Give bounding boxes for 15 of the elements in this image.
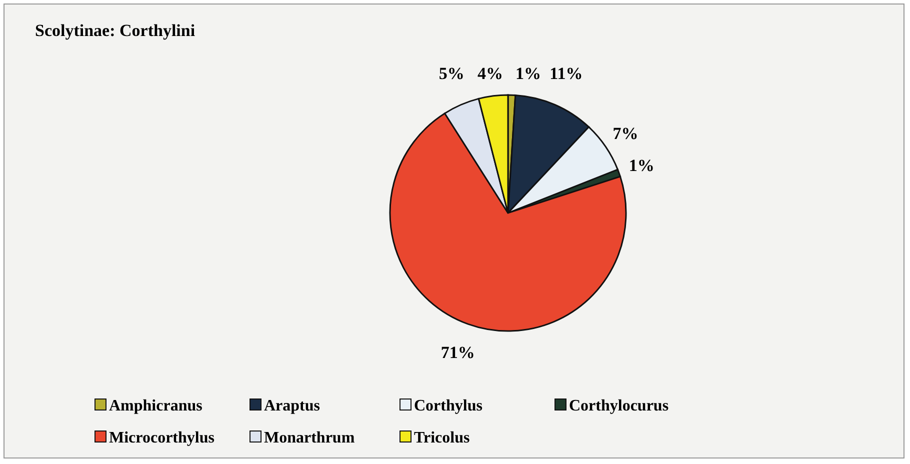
legend-label: Amphicranus [109,398,202,415]
data-label: 1% [628,156,654,175]
legend-label: Tricolus [414,430,470,447]
chart-title: Scolytinae: Corthylini [35,21,196,40]
data-label: 1% [515,64,541,83]
data-label: 71% [440,343,475,362]
legend-label: Microcorthylus [109,430,214,447]
legend-label: Araptus [264,398,320,415]
legend-label: Corthylus [414,398,482,415]
data-label: 5% [438,64,464,83]
data-label: 7% [612,124,638,144]
legend-label: Corthylocurus [569,398,669,415]
data-label: 4% [477,64,503,83]
legend-label: Monarthrum [264,430,356,447]
data-label: 11% [550,64,583,83]
